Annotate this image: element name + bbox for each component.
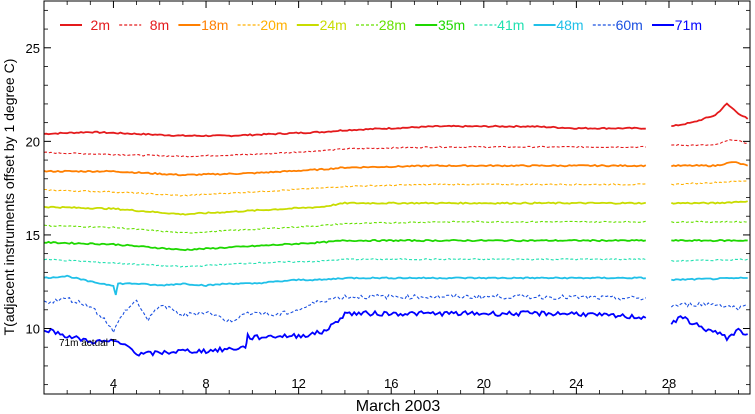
x-tick-label-12: 12 [291,376,305,391]
legend: 2m 8m 18m 20m 24m 28m 35m 41m 48m 60m 71m [60,17,702,33]
legend-label-8m: 8m [150,17,169,33]
series-line-2m-a [43,124,646,138]
legend-label-41m: 41m [497,17,524,33]
series-line-2m-b [671,102,749,127]
series-line-48m-b [671,276,748,282]
series-line-41m-b [671,258,748,263]
series-line-28m-a [43,220,646,234]
x-axis: 4 8 12 16 20 24 28 [110,1,676,394]
plot-lines [43,102,749,357]
series-line-41m-a [43,258,647,268]
series-line-35m-a [43,238,646,252]
legend-label-60m: 60m [616,17,643,33]
x-tick-label-16: 16 [384,376,398,391]
y-axis-title: T(adjacent instruments offset by 1 degre… [1,59,17,336]
series-line-24m-a [43,201,646,216]
series-line-8m-b [671,139,748,147]
legend-label-2m: 2m [91,17,110,33]
y-tick-label-10: 10 [26,322,40,337]
x-tick-label-8: 8 [202,376,209,391]
y-tick-label-20: 20 [26,134,40,149]
annotation-71m-actual-t: 71m actual T [59,338,117,349]
legend-label-28m: 28m [379,17,406,33]
series-line-24m-b [670,200,748,205]
series-line-28m-b [671,220,748,224]
legend-label-71m: 71m [675,17,702,33]
y-tick-label-15: 15 [26,228,40,243]
legend-label-18m: 18m [201,17,228,33]
x-tick-label-24: 24 [569,376,583,391]
series-line-18m-a [43,164,647,177]
x-axis-title: March 2003 [356,398,441,414]
x-tick-label-4: 4 [110,376,117,391]
legend-label-24m: 24m [320,17,347,33]
y-axis: 10 15 20 25 [26,41,750,337]
x-tick-label-28: 28 [662,376,676,391]
series-line-60m-b [670,301,748,311]
series-line-8m-a [43,145,646,158]
series-line-48m-a [43,274,646,296]
series-line-20m-b [671,180,748,186]
legend-label-48m: 48m [556,17,583,33]
series-line-60m-a [43,293,647,335]
series-line-71m-b [670,315,748,342]
y-tick-label-25: 25 [26,41,40,56]
series-line-18m-b [671,161,749,168]
x-tick-label-20: 20 [477,376,491,391]
minor-ticks [43,1,750,394]
legend-label-20m: 20m [260,17,287,33]
series-line-71m-a [43,309,647,357]
series-line-20m-a [44,183,646,197]
legend-label-35m: 35m [438,17,465,33]
series-line-35m-b [671,238,748,243]
plot-frame [43,0,751,395]
